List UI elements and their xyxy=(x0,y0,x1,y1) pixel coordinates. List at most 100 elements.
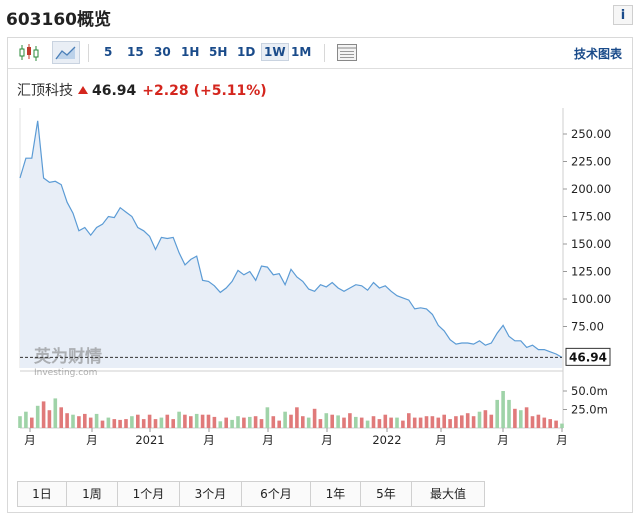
page-title: 603160概览 xyxy=(6,10,111,30)
x-tick-label: 月 xyxy=(556,433,568,447)
x-tick-label: 月 xyxy=(497,433,509,447)
x-tick-label: 月 xyxy=(24,433,36,447)
chart-toolbar: 5 15 30 1H 5H 1D 1W 1M 技术图表 xyxy=(8,38,632,69)
volume-bar xyxy=(365,420,370,428)
volume-bar xyxy=(383,414,388,428)
watermark-brand: 英为财情 xyxy=(34,346,102,367)
range-5y[interactable]: 5年 xyxy=(360,481,412,507)
interval-5[interactable]: 5 xyxy=(104,45,113,59)
x-tick-label: 月 xyxy=(262,433,274,447)
x-tick-label: 月 xyxy=(321,433,333,447)
volume-bar xyxy=(206,414,211,428)
volume-bar xyxy=(471,416,476,428)
volume-bar xyxy=(88,417,93,428)
volume-bar xyxy=(194,413,199,428)
up-arrow-icon xyxy=(78,86,88,94)
candlestick-icon[interactable] xyxy=(18,43,40,62)
volume-bar xyxy=(259,419,264,428)
volume-bar xyxy=(519,410,523,428)
volume-bar xyxy=(395,417,399,428)
info-icon[interactable]: i xyxy=(613,5,633,25)
volume-bar xyxy=(524,407,529,428)
chart-frame xyxy=(7,37,633,513)
table-view-icon[interactable] xyxy=(336,43,358,62)
volume-bar xyxy=(342,417,346,428)
volume-bar xyxy=(560,423,564,428)
volume-bar xyxy=(230,419,234,428)
interval-1d[interactable]: 1D xyxy=(237,45,256,59)
volume-bar xyxy=(548,419,552,428)
volume-bar xyxy=(436,417,441,428)
tech-chart-link[interactable]: 技术图表 xyxy=(573,47,622,61)
volume-bar xyxy=(460,415,464,428)
volume-bar xyxy=(18,416,22,428)
volume-bar xyxy=(177,411,181,428)
volume-bar xyxy=(59,407,63,428)
watermark-sub: Investing.com xyxy=(34,368,97,378)
stock-name: 汇顶科技 xyxy=(17,83,73,99)
range-1w[interactable]: 1周 xyxy=(66,481,118,507)
volume-bar xyxy=(477,411,482,428)
volume-bar xyxy=(501,391,505,428)
volume-bar xyxy=(124,419,128,428)
volume-bar xyxy=(371,416,376,428)
volume-bar xyxy=(71,414,75,428)
range-1d[interactable]: 1日 xyxy=(17,481,67,507)
volume-bar xyxy=(348,413,352,428)
range-6m[interactable]: 6个月 xyxy=(241,481,311,507)
range-1m[interactable]: 1个月 xyxy=(117,481,180,507)
volume-bar xyxy=(218,421,223,428)
volume-bar xyxy=(53,398,58,428)
volume-bar xyxy=(47,410,52,428)
interval-5h[interactable]: 5H xyxy=(209,45,228,59)
stock-price: 46.94 xyxy=(92,83,137,99)
volume-bar xyxy=(359,417,364,428)
price-change-pct: (+5.11%) xyxy=(193,83,267,99)
volume-bar xyxy=(489,414,494,428)
volume-bar xyxy=(248,416,252,428)
volume-bar xyxy=(530,416,535,428)
interval-30[interactable]: 30 xyxy=(154,45,171,59)
price-tick-label: 175.00 xyxy=(571,210,611,224)
volume-bar xyxy=(242,417,246,428)
volume-bar xyxy=(183,414,187,428)
volume-bar xyxy=(41,401,46,428)
volume-bar xyxy=(271,416,276,428)
volume-bar xyxy=(77,416,81,428)
volume-bar xyxy=(442,414,446,428)
volume-bar xyxy=(507,399,511,428)
interval-1h[interactable]: 1H xyxy=(181,45,200,59)
volume-bar xyxy=(189,416,193,428)
volume-bar xyxy=(130,416,134,428)
volume-bar xyxy=(412,417,417,428)
volume-bar xyxy=(324,413,329,428)
range-1y[interactable]: 1年 xyxy=(310,481,361,507)
range-selector: 1日 1周 1个月 3个月 6个月 1年 5年 最大值 xyxy=(17,481,485,507)
volume-bar xyxy=(377,419,382,428)
volume-bar xyxy=(542,417,547,428)
volume-bar xyxy=(224,417,228,428)
investing-watermark: 英为财情 Investing.com xyxy=(34,346,102,378)
price-tick-label: 200.00 xyxy=(571,182,611,196)
volume-bar xyxy=(289,414,293,428)
volume-bar xyxy=(418,417,423,428)
x-tick-label: 2022 xyxy=(372,433,401,447)
range-3m[interactable]: 3个月 xyxy=(179,481,242,507)
volume-bar xyxy=(136,414,140,428)
volume-bar xyxy=(301,416,305,428)
volume-bar xyxy=(306,417,311,428)
interval-1m[interactable]: 1M xyxy=(291,45,312,59)
interval-1w[interactable]: 1W xyxy=(261,43,289,61)
volume-bar xyxy=(153,419,158,428)
volume-bar xyxy=(65,413,69,428)
volume-bar xyxy=(448,419,452,428)
volume-bar xyxy=(118,419,122,428)
area-chart-icon[interactable] xyxy=(52,41,80,64)
volume-bar xyxy=(106,417,111,428)
volume-bar xyxy=(389,417,393,428)
interval-15[interactable]: 15 xyxy=(127,45,144,59)
range-max[interactable]: 最大值 xyxy=(411,481,485,507)
price-tick-label: 125.00 xyxy=(571,265,611,279)
x-tick-label: 月 xyxy=(435,433,447,447)
